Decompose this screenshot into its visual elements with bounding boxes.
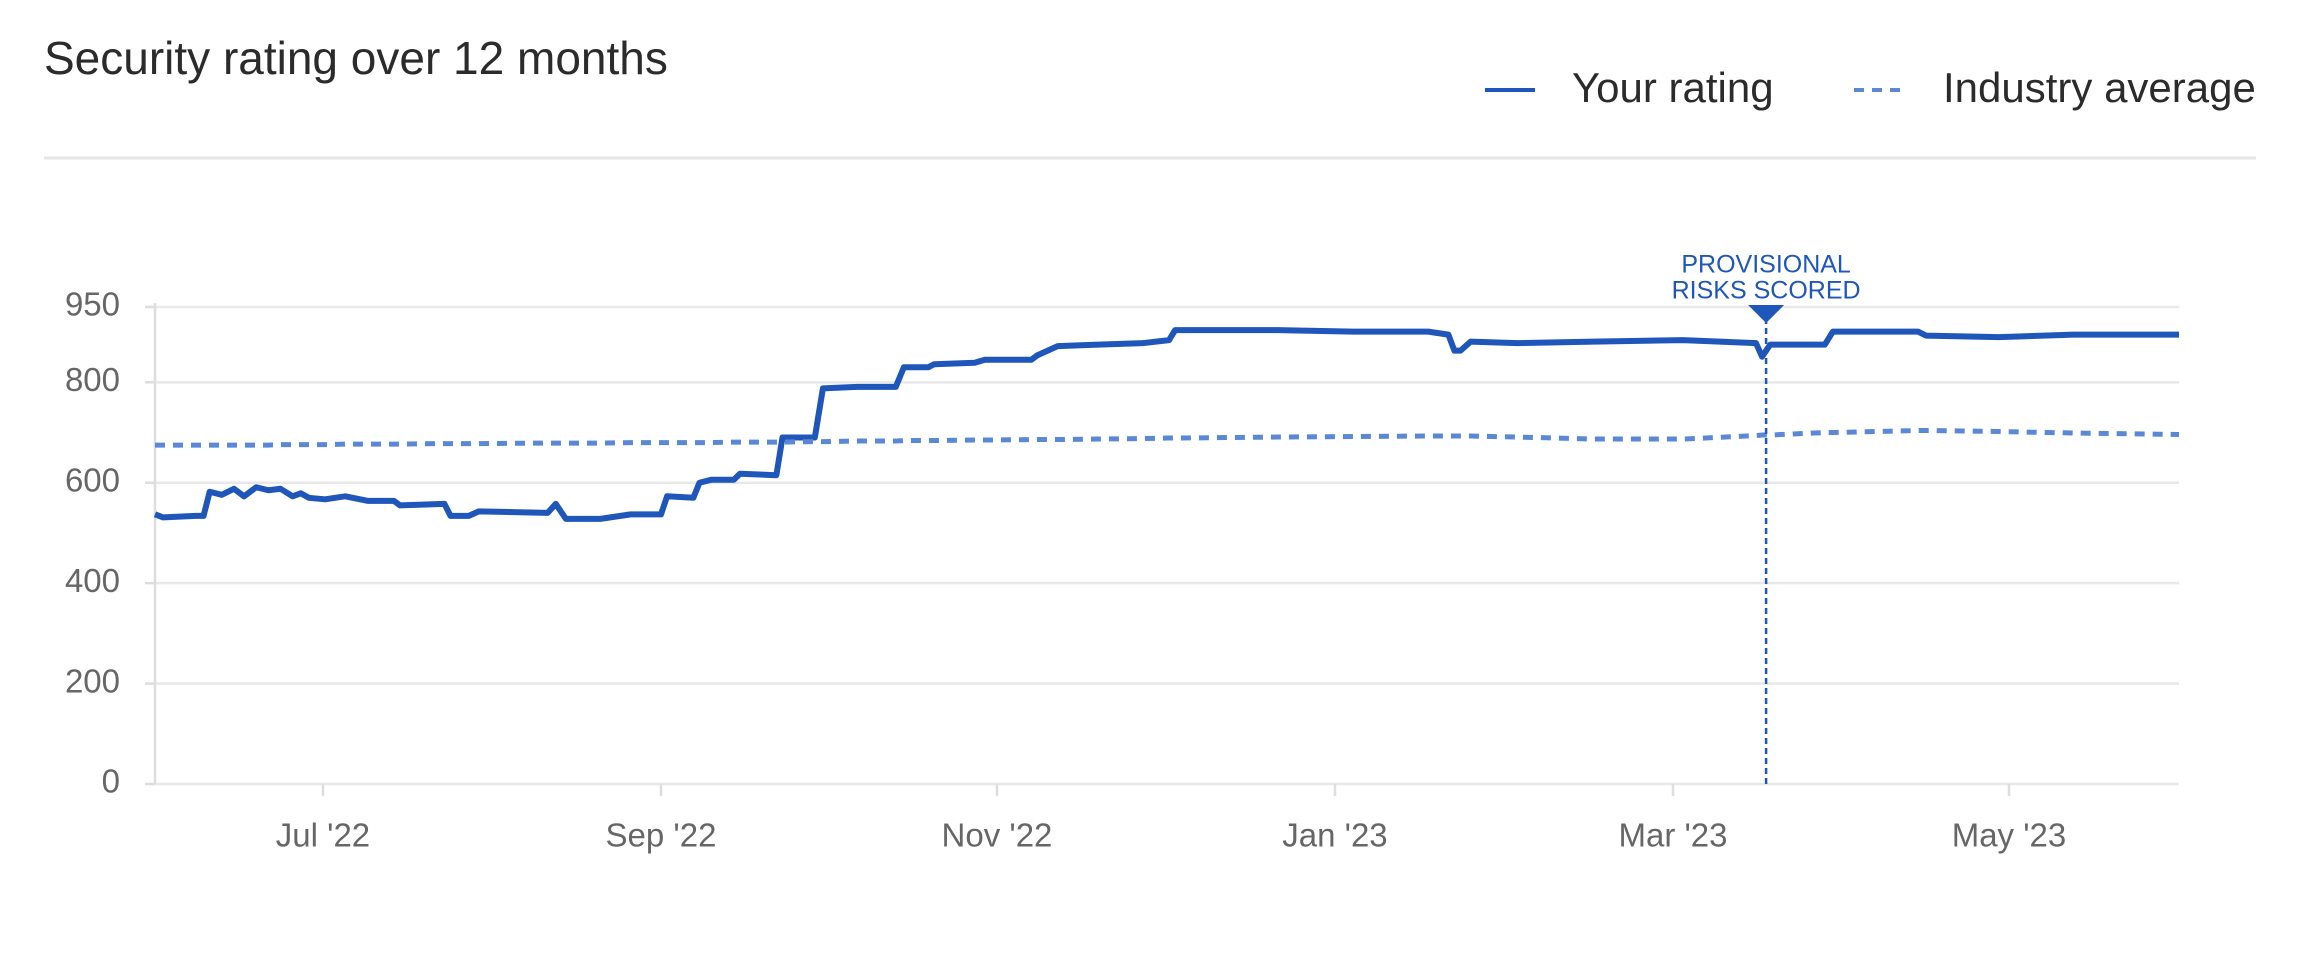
x-tick-label: Jan '23 <box>1282 817 1387 854</box>
y-tick-label: 950 <box>65 286 120 323</box>
x-tick-label: Jul '22 <box>276 817 370 854</box>
x-tick-label: May '23 <box>1952 817 2067 854</box>
line-series <box>153 327 2179 522</box>
y-tick-label: 400 <box>65 562 120 599</box>
chart-title: Security rating over 12 months <box>44 32 668 84</box>
annotation-text: RISKS SCORED <box>1672 277 1861 305</box>
annotation-marker <box>1748 305 1785 323</box>
annotation-text: PROVISIONAL <box>1681 251 1851 279</box>
x-tick-label: Nov '22 <box>942 817 1053 854</box>
x-tick-label: Mar '23 <box>1618 817 1727 854</box>
line-series <box>155 428 2180 448</box>
legend-label: Industry average <box>1943 64 2256 111</box>
x-tick-label: Sep '22 <box>606 817 717 854</box>
y-tick-label: 600 <box>65 461 120 498</box>
legend-label: Your rating <box>1572 64 1774 111</box>
y-tick-label: 0 <box>102 763 120 800</box>
y-tick-label: 800 <box>65 361 120 398</box>
y-tick-label: 200 <box>65 662 120 699</box>
